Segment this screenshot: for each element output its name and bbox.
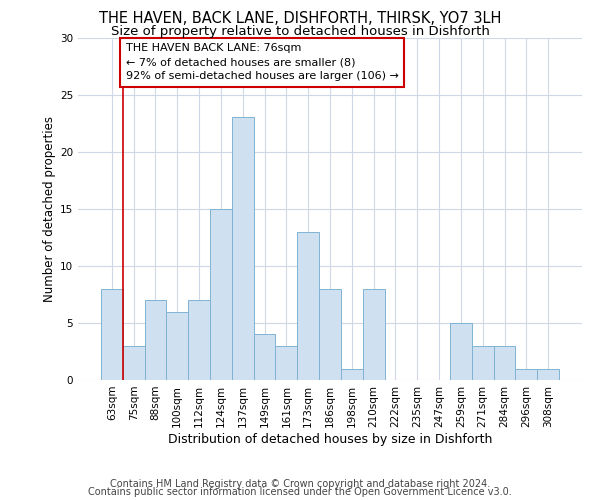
Text: Contains HM Land Registry data © Crown copyright and database right 2024.: Contains HM Land Registry data © Crown c… [110, 479, 490, 489]
Bar [297, 232, 319, 380]
Bar [537, 368, 559, 380]
Bar [210, 209, 232, 380]
Text: Contains public sector information licensed under the Open Government Licence v3: Contains public sector information licen… [88, 487, 512, 497]
Bar [341, 368, 363, 380]
Bar [188, 300, 210, 380]
X-axis label: Distribution of detached houses by size in Dishforth: Distribution of detached houses by size … [168, 432, 492, 446]
Bar [363, 288, 385, 380]
Bar [275, 346, 297, 380]
Bar [101, 288, 123, 380]
Bar [494, 346, 515, 380]
Y-axis label: Number of detached properties: Number of detached properties [43, 116, 56, 302]
Bar [319, 288, 341, 380]
Bar [232, 118, 254, 380]
Bar [145, 300, 166, 380]
Text: THE HAVEN, BACK LANE, DISHFORTH, THIRSK, YO7 3LH: THE HAVEN, BACK LANE, DISHFORTH, THIRSK,… [99, 11, 501, 26]
Bar [254, 334, 275, 380]
Bar [450, 323, 472, 380]
Text: Size of property relative to detached houses in Dishforth: Size of property relative to detached ho… [110, 25, 490, 38]
Bar [166, 312, 188, 380]
Bar [515, 368, 537, 380]
Bar [123, 346, 145, 380]
Bar [472, 346, 494, 380]
Text: THE HAVEN BACK LANE: 76sqm
← 7% of detached houses are smaller (8)
92% of semi-d: THE HAVEN BACK LANE: 76sqm ← 7% of detac… [126, 43, 399, 81]
